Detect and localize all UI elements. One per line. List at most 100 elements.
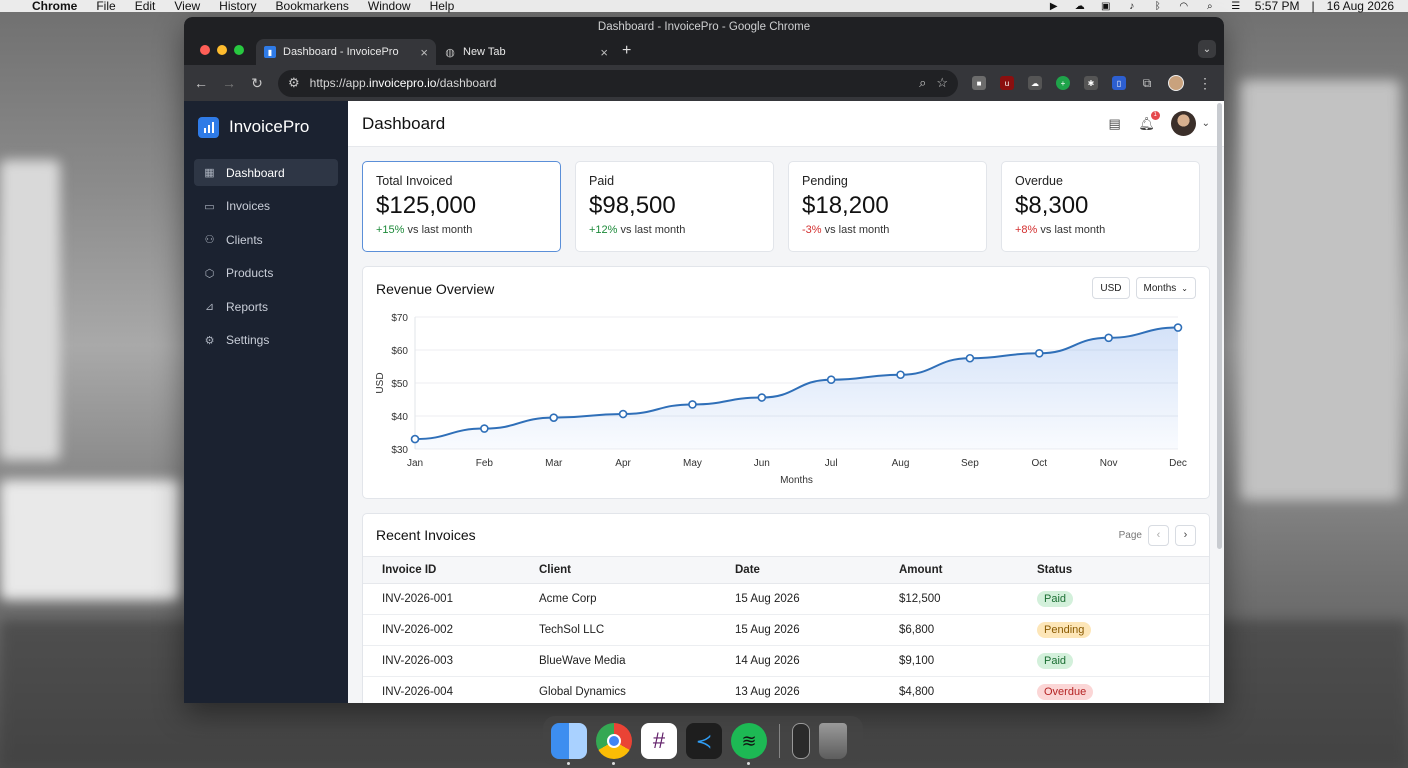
new-tab-button[interactable]: + (622, 42, 632, 59)
invoice-id[interactable]: INV-2026-003 (363, 645, 539, 677)
stat-card-total-invoiced[interactable]: Total Invoiced $125,000 +15% vs last mon… (362, 161, 561, 252)
next-page-button[interactable]: › (1175, 524, 1196, 546)
slack-icon[interactable]: # (641, 723, 677, 759)
y-tick-label: $60 (391, 346, 408, 357)
extension-cloud-icon[interactable]: ☁ (1028, 76, 1042, 90)
column-header[interactable]: Client (539, 564, 571, 576)
site-info-icon[interactable]: ⚙ (288, 75, 300, 90)
sidebar-item-label: Clients (226, 232, 263, 247)
display-icon[interactable]: ▣ (1101, 0, 1111, 12)
extension-green-icon[interactable]: + (1056, 76, 1070, 90)
chevron-down-icon[interactable]: ⌄ (1201, 118, 1210, 129)
table-row[interactable]: INV-2026-003 BlueWave Media 14 Aug 2026 … (363, 645, 1209, 677)
finder-icon[interactable] (551, 723, 587, 765)
sidebar-item-settings[interactable]: ⚙ Settings (194, 327, 338, 354)
column-header[interactable]: Status (1037, 564, 1073, 576)
sidebar-item-invoices[interactable]: ▭ Invoices (194, 193, 338, 220)
header-actions: ▤ 🔔︎ 1 ⌄ (1107, 110, 1210, 136)
prev-page-button[interactable]: ‹ (1148, 524, 1169, 546)
calendar-icon[interactable]: ▤ (1108, 115, 1121, 131)
browser-toolbar: ← → ↻ ⚙ https://app.invoicepro.io/dashbo… (184, 65, 1224, 101)
column-header[interactable]: Date (735, 564, 760, 576)
bell-icon[interactable]: 🔔︎ 1 (1138, 110, 1160, 132)
minimize-window-button[interactable] (217, 45, 227, 55)
extension-puzzle-small-icon[interactable]: ✱ (1084, 76, 1098, 90)
volume-icon[interactable]: ♪ (1129, 0, 1135, 12)
table-row[interactable]: INV-2026-002 TechSol LLC 15 Aug 2026 $6,… (363, 614, 1209, 646)
x-tick-label: Oct (1031, 458, 1047, 469)
browser-menu-icon[interactable]: ⋮ (1198, 74, 1212, 91)
menu-help[interactable]: Help (429, 0, 455, 13)
dock-separator (779, 724, 780, 758)
window-title: Dashboard - InvoicePro - Google Chrome (184, 17, 1224, 36)
wifi-icon[interactable]: ◠ (1179, 0, 1189, 12)
menu-bookmarks[interactable]: Bookmarkens (275, 0, 349, 13)
reload-icon[interactable]: ↻ (251, 74, 263, 91)
background-window-left (0, 160, 60, 460)
document-icon: ▭ (204, 200, 215, 213)
menu-history[interactable]: History (219, 0, 257, 13)
phone-icon[interactable] (792, 723, 810, 759)
period-dropdown[interactable]: Months ⌄ (1135, 277, 1196, 299)
spotify-icon[interactable]: ≋ (731, 723, 767, 765)
tab-new-tab[interactable]: ◍ New Tab × (436, 39, 616, 65)
extension-blue-icon[interactable]: ▯ (1112, 76, 1126, 90)
menubar-clock[interactable]: 5:57 PM (1254, 0, 1300, 13)
profile-avatar[interactable] (1168, 75, 1184, 91)
close-window-button[interactable] (200, 45, 210, 55)
tab-search-chevron-icon[interactable]: ⌄ (1198, 40, 1216, 58)
menubar-date[interactable]: 16 Aug 2026 (1326, 0, 1394, 13)
data-point (1034, 349, 1044, 358)
invoice-amount: $9,100 (899, 645, 1037, 677)
bluetooth-icon[interactable]: ᛒ (1154, 0, 1161, 12)
sidebar-item-products[interactable]: ⬡ Products (194, 260, 338, 287)
back-icon[interactable]: ← (194, 75, 208, 91)
stat-card-overdue[interactable]: Overdue $8,300 +8% vs last month (1001, 161, 1200, 252)
user-avatar[interactable] (1170, 111, 1196, 136)
zoom-icon[interactable]: ⌕ (919, 75, 927, 90)
bookmark-star-icon[interactable]: ☆ (936, 75, 948, 90)
brand[interactable]: InvoicePro (184, 113, 348, 141)
extension-camera-icon[interactable]: ■ (972, 76, 986, 90)
sidebar-item-reports[interactable]: ⊿ Reports (194, 293, 338, 320)
column-header[interactable]: Invoice ID (382, 564, 437, 576)
play-icon[interactable]: ▶ (1049, 0, 1058, 12)
chrome-icon[interactable] (596, 723, 632, 765)
data-point (757, 393, 767, 402)
currency-button[interactable]: USD (1092, 277, 1130, 299)
menu-view[interactable]: View (174, 0, 201, 13)
forward-icon[interactable]: → (222, 75, 236, 91)
address-bar[interactable]: ⚙ https://app.invoicepro.io/dashboard ⌕ … (278, 69, 958, 97)
spotlight-search-icon[interactable]: ⌕ (1206, 0, 1213, 12)
menu-edit[interactable]: Edit (134, 0, 156, 13)
page-scrollbar[interactable] (1217, 103, 1222, 549)
table-row[interactable]: INV-2026-001 Acme Corp 15 Aug 2026 $12,5… (363, 583, 1209, 615)
data-point (1173, 323, 1183, 332)
sidebar-item-label: Invoices (226, 199, 271, 213)
menu-app-name[interactable]: Chrome (32, 0, 78, 13)
menu-file[interactable]: File (96, 0, 116, 13)
sidebar-item-dashboard[interactable]: ▦ Dashboard (194, 159, 338, 186)
url-text[interactable]: https://app.invoicepro.io/dashboard (309, 76, 497, 90)
tab-dashboard[interactable]: ▮ Dashboard - InvoicePro × (256, 39, 436, 65)
control-center-icon[interactable]: ☰ (1231, 0, 1241, 12)
extensions-puzzle-icon[interactable]: ⧉ (1142, 75, 1152, 90)
running-indicator (747, 762, 750, 765)
maximize-window-button[interactable] (234, 45, 244, 55)
menu-window[interactable]: Window (367, 0, 411, 13)
invoice-id[interactable]: INV-2026-004 (363, 676, 539, 703)
cloud-icon[interactable]: ☁ (1074, 0, 1085, 12)
extension-ublock-icon[interactable]: u (1000, 76, 1014, 90)
stat-card-pending[interactable]: Pending $18,200 -3% vs last month (788, 161, 987, 252)
column-header[interactable]: Amount (899, 564, 943, 576)
sidebar-item-clients[interactable]: ⚇ Clients (194, 226, 338, 253)
vscode-icon[interactable]: ≺ (686, 723, 722, 759)
invoice-id[interactable]: INV-2026-001 (363, 583, 539, 615)
close-tab-icon[interactable]: × (420, 44, 428, 60)
trash-icon[interactable] (819, 723, 847, 759)
close-tab-icon[interactable]: × (600, 44, 608, 60)
stat-card-paid[interactable]: Paid $98,500 +12% vs last month (575, 161, 774, 252)
invoice-id[interactable]: INV-2026-002 (363, 614, 539, 646)
table-row[interactable]: INV-2026-004 Global Dynamics 13 Aug 2026… (363, 676, 1209, 703)
x-tick-label: Dec (1169, 458, 1187, 469)
